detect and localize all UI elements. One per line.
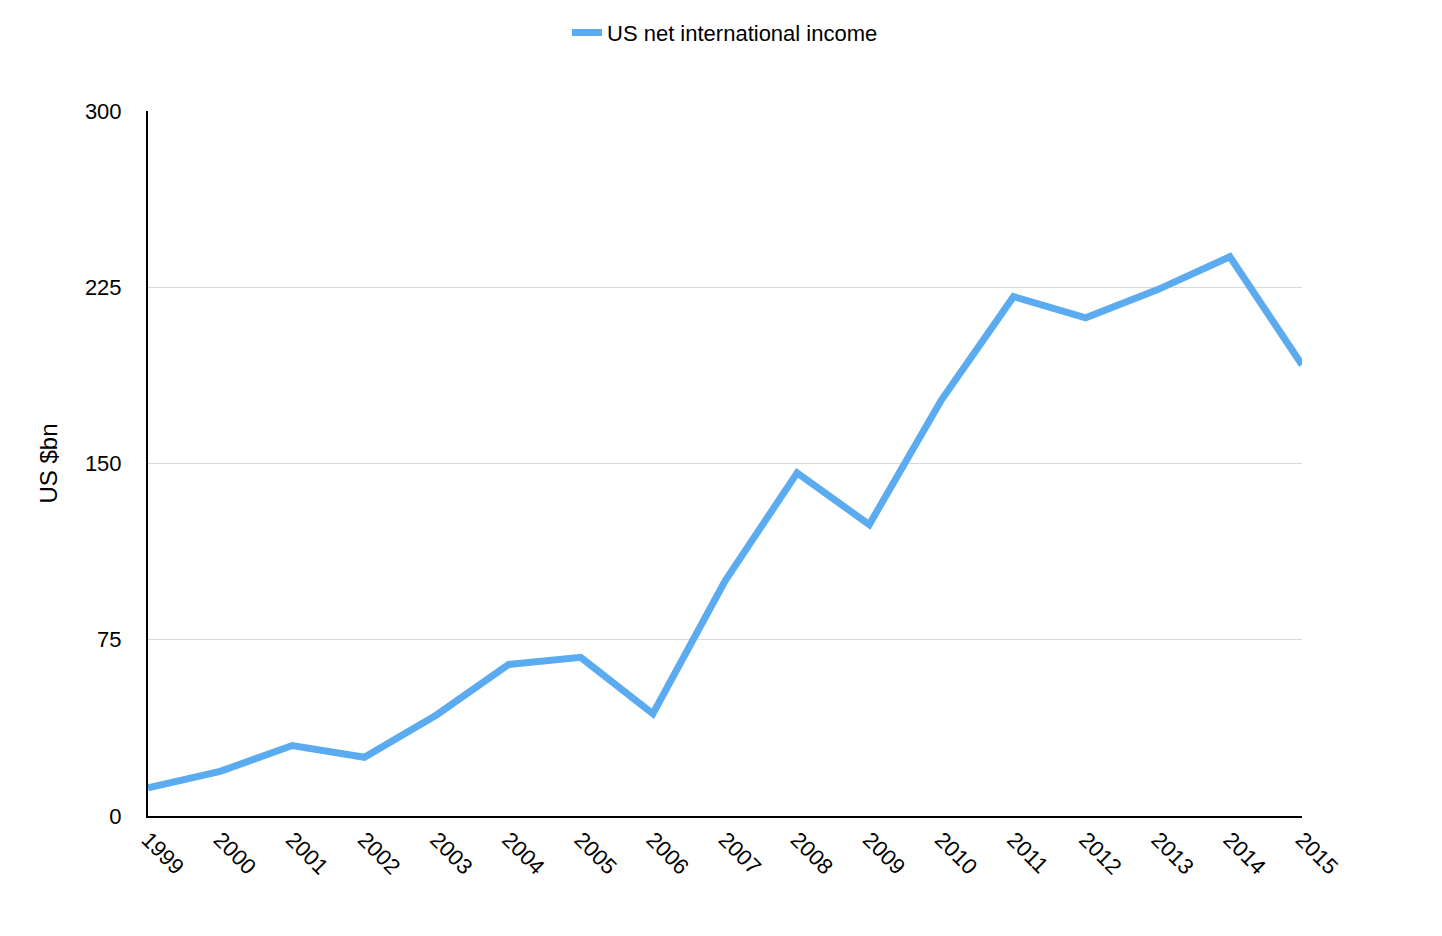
svg-text:225: 225: [85, 275, 122, 300]
svg-text:75: 75: [97, 627, 121, 652]
svg-text:2010: 2010: [930, 827, 982, 879]
svg-text:US net international income: US net international income: [607, 21, 877, 46]
svg-text:2002: 2002: [353, 827, 405, 879]
svg-text:0: 0: [109, 804, 121, 829]
svg-text:US $bn: US $bn: [35, 423, 62, 503]
svg-text:2012: 2012: [1074, 827, 1126, 879]
svg-text:2013: 2013: [1146, 827, 1198, 879]
svg-text:1999: 1999: [137, 827, 189, 879]
svg-text:2001: 2001: [281, 827, 333, 879]
svg-text:2009: 2009: [858, 827, 910, 879]
svg-text:2004: 2004: [497, 827, 549, 879]
svg-text:2003: 2003: [425, 827, 477, 879]
svg-text:2014: 2014: [1219, 827, 1271, 879]
svg-text:2000: 2000: [209, 827, 261, 879]
svg-text:2011: 2011: [1002, 827, 1053, 878]
svg-text:150: 150: [85, 451, 122, 476]
svg-text:2015: 2015: [1291, 827, 1343, 879]
svg-text:2008: 2008: [786, 827, 838, 879]
svg-text:300: 300: [85, 99, 122, 124]
svg-text:2005: 2005: [569, 827, 621, 879]
svg-text:2007: 2007: [714, 827, 766, 879]
svg-text:2006: 2006: [642, 827, 694, 879]
